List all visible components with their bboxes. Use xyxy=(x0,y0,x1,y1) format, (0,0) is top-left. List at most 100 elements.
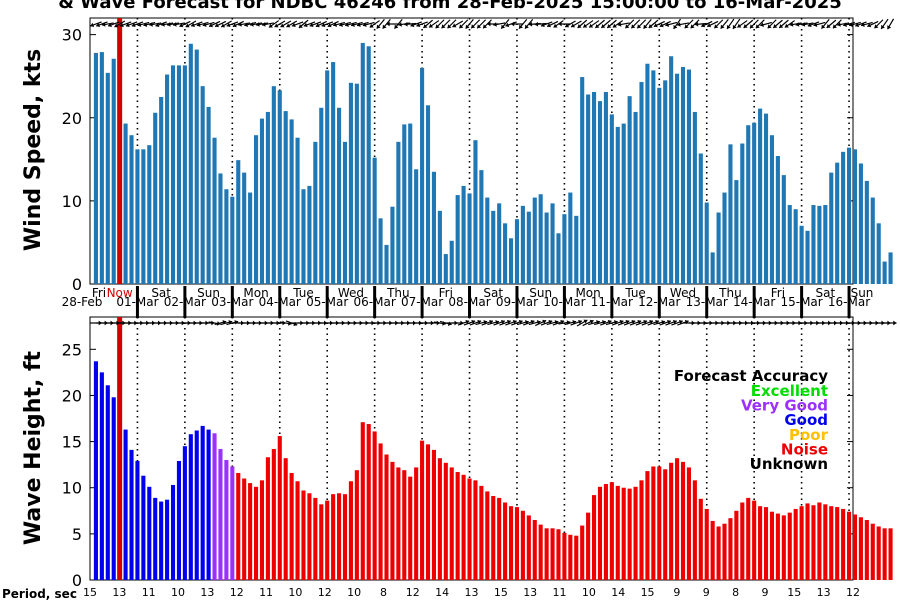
wind-bar xyxy=(170,65,176,284)
wind-direction-arrow xyxy=(244,21,257,27)
wind-bar xyxy=(425,105,431,284)
day-of-week-label: Wed xyxy=(670,286,696,300)
wind-bar xyxy=(396,141,401,284)
wind-direction-arrow xyxy=(676,22,690,27)
wave-direction-arrow xyxy=(457,319,470,326)
wind-direction-arrow xyxy=(291,21,304,28)
wind-direction-arrow xyxy=(268,20,280,28)
period-tick-label: 15 xyxy=(83,586,97,599)
wind-direction-arrow xyxy=(617,22,630,27)
wind-direction-arrow xyxy=(208,20,221,28)
wave-bar xyxy=(538,524,543,580)
wave-bar xyxy=(188,434,193,580)
wind-bar xyxy=(224,189,229,284)
wave-direction-arrow xyxy=(570,319,583,326)
period-tick-label: 11 xyxy=(553,586,567,599)
day-of-week-label: Sun xyxy=(197,286,220,300)
wave-bar xyxy=(734,510,739,580)
wind-bar xyxy=(123,123,128,284)
wind-direction-arrow xyxy=(404,21,417,27)
wind-direction-arrow xyxy=(518,19,528,29)
wave-bar xyxy=(230,466,235,580)
wind-direction-arrow xyxy=(694,21,707,27)
wind-direction-arrow xyxy=(701,20,713,28)
wind-direction-arrow xyxy=(394,19,403,29)
wave-bar xyxy=(105,385,110,580)
y-tick-label: 20 xyxy=(62,109,82,128)
wave-bar xyxy=(224,460,229,580)
wind-direction-arrow xyxy=(96,21,108,28)
wind-direction-arrow xyxy=(476,19,487,29)
wave-bar xyxy=(123,429,128,580)
wave-bar xyxy=(556,529,561,580)
period-tick-label: 12 xyxy=(230,586,244,599)
wind-bar xyxy=(657,87,662,284)
wave-bar xyxy=(491,496,496,580)
wave-direction-arrow xyxy=(641,319,654,326)
wind-direction-arrow xyxy=(749,19,759,29)
wind-bar xyxy=(704,202,709,284)
wind-direction-arrow xyxy=(441,19,451,29)
period-tick-label: 8 xyxy=(380,586,387,599)
period-tick-label: 12 xyxy=(318,586,332,599)
wave-direction-arrow xyxy=(653,320,666,326)
date-label: 28-Feb xyxy=(62,295,103,309)
wind-direction-arrow xyxy=(470,19,481,29)
wave-bar xyxy=(242,478,247,580)
wave-bar xyxy=(651,466,656,580)
wind-direction-arrow xyxy=(737,20,748,28)
wave-bar xyxy=(408,476,413,580)
wind-direction-arrow xyxy=(630,19,641,29)
wave-bar xyxy=(550,528,555,580)
day-of-week-label: Tue xyxy=(624,286,646,300)
wave-bar xyxy=(675,458,680,580)
wave-bar xyxy=(526,515,531,580)
period-tick-label: 9 xyxy=(761,586,768,599)
wave-direction-arrow xyxy=(469,319,482,326)
wind-direction-arrow xyxy=(280,20,292,28)
wind-direction-arrow xyxy=(410,21,422,28)
wind-direction-arrow xyxy=(684,19,694,29)
wave-direction-arrow xyxy=(647,319,660,326)
wave-bar xyxy=(135,460,140,580)
wind-direction-arrow xyxy=(706,20,719,28)
wind-direction-arrow xyxy=(190,21,203,28)
wave-bar xyxy=(455,472,460,580)
wave-bar xyxy=(384,454,389,580)
wave-bar xyxy=(698,498,703,580)
wind-direction-arrow xyxy=(821,19,830,29)
wind-direction-arrow xyxy=(386,21,399,27)
wind-bar xyxy=(141,149,146,284)
wind-direction-arrow xyxy=(220,20,232,28)
wind-bar xyxy=(769,135,775,284)
wind-bar xyxy=(485,197,490,284)
wind-direction-arrow xyxy=(369,20,380,28)
wave-bar xyxy=(147,486,152,580)
wind-direction-arrow xyxy=(540,21,553,28)
wave-bar xyxy=(342,494,348,580)
wave-bar xyxy=(633,486,638,580)
period-tick-label: 13 xyxy=(817,586,831,599)
wind-bar xyxy=(615,126,620,284)
wind-bar xyxy=(752,122,757,284)
wind-direction-arrow xyxy=(880,18,889,30)
wave-bar xyxy=(325,500,330,580)
wind-direction-arrow xyxy=(720,19,729,29)
wave-bar xyxy=(746,497,751,580)
wind-bar xyxy=(835,162,840,284)
wave-bar xyxy=(366,424,371,580)
wind-bar xyxy=(259,118,265,284)
wave-bar xyxy=(331,494,336,580)
y-tick-label: 25 xyxy=(62,340,82,359)
wind-direction-arrow xyxy=(465,19,474,29)
wave-bar xyxy=(663,469,668,580)
wind-bar xyxy=(823,205,828,284)
day-of-week-label: Fri xyxy=(92,286,106,300)
wind-bar xyxy=(775,155,780,284)
wave-direction-arrow xyxy=(487,320,500,326)
wind-bar xyxy=(603,91,608,284)
wave-bar xyxy=(295,481,300,580)
wave-direction-arrow xyxy=(623,319,636,326)
wind-direction-arrow xyxy=(648,19,659,29)
